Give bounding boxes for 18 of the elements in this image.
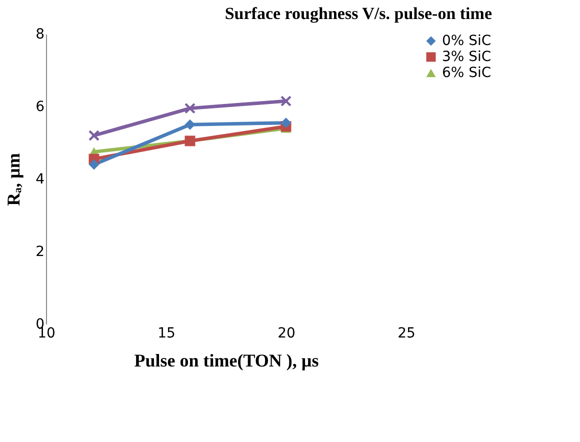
y-tick-label: 2 [36,244,44,260]
legend-label: 0% SiC [442,33,492,49]
point [184,103,196,114]
point [88,159,100,170]
point [88,130,100,141]
x-tick-label: 15 [158,326,176,342]
y-tick-label: 4 [36,172,45,188]
x-axis-title: Pulse on time(TON ), µs [134,350,319,370]
legend-label: 3% SiC [442,49,492,65]
point [184,119,196,130]
legend-label: 6% SiC [442,65,492,81]
y-tick-label: 8 [36,26,44,42]
x-tick-label: 25 [398,326,416,342]
y-axis-title: Rₐ, µm [4,153,24,206]
x-tick-label: 20 [278,326,296,342]
point [280,96,292,106]
y-tick-label: 6 [36,99,45,115]
chart-title: Surface roughness V/s. pulse-on time [224,4,492,23]
